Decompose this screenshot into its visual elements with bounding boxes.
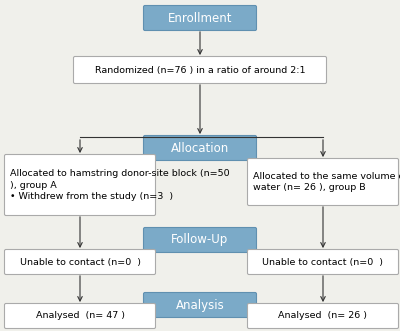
FancyBboxPatch shape: [144, 293, 256, 317]
FancyBboxPatch shape: [248, 159, 398, 206]
Text: Allocation: Allocation: [171, 141, 229, 155]
Text: Randomized (n=76 ) in a ratio of around 2:1: Randomized (n=76 ) in a ratio of around …: [95, 66, 305, 74]
Text: Enrollment: Enrollment: [168, 12, 232, 24]
FancyBboxPatch shape: [4, 304, 156, 328]
Text: Unable to contact (n=0  ): Unable to contact (n=0 ): [20, 258, 140, 266]
FancyBboxPatch shape: [4, 155, 156, 215]
FancyBboxPatch shape: [248, 250, 398, 274]
Text: Follow-Up: Follow-Up: [171, 233, 229, 247]
Text: Analysis: Analysis: [176, 299, 224, 311]
FancyBboxPatch shape: [74, 57, 326, 83]
Text: Analysed  (n= 26 ): Analysed (n= 26 ): [278, 311, 368, 320]
FancyBboxPatch shape: [144, 227, 256, 253]
Text: Allocated to the same volume of isotonic sterile
water (n= 26 ), group B: Allocated to the same volume of isotonic…: [253, 171, 400, 192]
Text: Unable to contact (n=0  ): Unable to contact (n=0 ): [262, 258, 384, 266]
FancyBboxPatch shape: [248, 304, 398, 328]
FancyBboxPatch shape: [144, 135, 256, 161]
Text: Allocated to hamstring donor-site block (n=50
), group A
• Withdrew from the stu: Allocated to hamstring donor-site block …: [10, 169, 230, 201]
Text: Analysed  (n= 47 ): Analysed (n= 47 ): [36, 311, 124, 320]
FancyBboxPatch shape: [144, 6, 256, 30]
FancyBboxPatch shape: [4, 250, 156, 274]
